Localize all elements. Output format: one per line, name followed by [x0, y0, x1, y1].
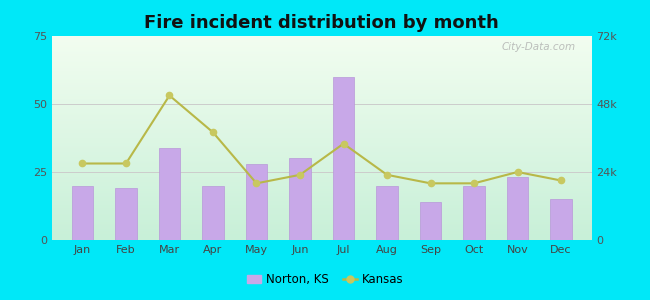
Bar: [202, 186, 224, 240]
Bar: [333, 77, 354, 240]
Bar: [506, 177, 528, 240]
Bar: [376, 186, 398, 240]
Bar: [159, 148, 180, 240]
Text: City-Data.com: City-Data.com: [501, 42, 575, 52]
Legend: Norton, KS, Kansas: Norton, KS, Kansas: [242, 269, 408, 291]
Title: Fire incident distribution by month: Fire incident distribution by month: [144, 14, 499, 32]
Bar: [289, 158, 311, 240]
Bar: [115, 188, 137, 240]
Bar: [550, 199, 572, 240]
Bar: [463, 186, 485, 240]
Bar: [246, 164, 267, 240]
Bar: [72, 186, 94, 240]
Bar: [420, 202, 441, 240]
